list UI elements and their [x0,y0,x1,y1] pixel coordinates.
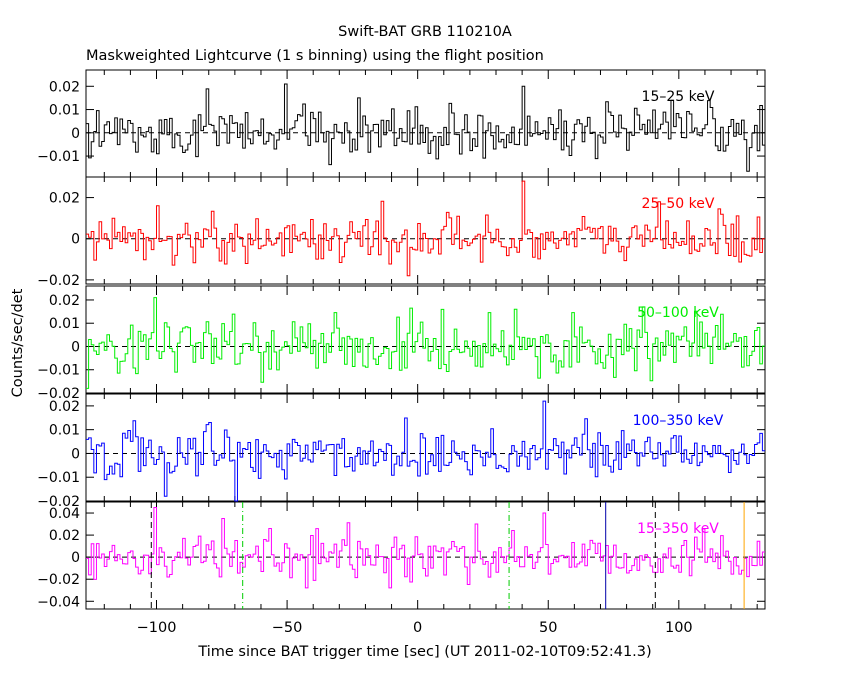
panel-4: 0.02 0.01 0 −0.01 −0.02 100–350 keV [37,393,766,510]
x-tick-label: 50 [539,620,557,636]
y-tick-label: 0.01 [49,103,80,119]
y-tick-label: 0 [71,446,80,462]
panel-frame [85,285,766,394]
panel-3: 0.02 0.01 0 −0.01 −0.02 50–100 keV [37,285,766,402]
panel-label: 15–350 keV [637,521,719,537]
series-line [86,297,765,389]
y-tick-label: −0.01 [37,363,80,379]
panel-1: 0.02 0.01 0 −0.01 15–25 keV [37,69,766,178]
chart-subtitle: Maskweighted Lightcurve (1 s binning) us… [86,48,544,64]
y-tick-label: −0.01 [37,149,80,165]
x-axis-label: Time since BAT trigger time [sec] (UT 20… [197,644,651,660]
panel-label: 100–350 keV [633,413,724,429]
panel-frame [85,176,766,285]
y-tick-label: −0.02 [37,494,80,510]
x-tick-label: 100 [665,620,693,636]
y-tick-label: 0.01 [49,423,80,439]
y-tick-label: 0.02 [49,191,80,207]
panel-frame [85,393,766,502]
series-line [86,83,765,172]
y-tick-label: −0.04 [37,594,80,610]
y-tick-label: −0.01 [37,470,80,486]
y-tick-label: 0.02 [49,528,80,544]
y-tick-label: 0 [71,550,80,566]
y-tick-label: 0.02 [49,399,80,415]
x-tick-label: 0 [413,620,422,636]
y-tick-label: 0.01 [49,316,80,332]
y-tick-label: −0.02 [37,572,80,588]
panel-label: 25–50 keV [642,196,715,212]
y-tick-label: 0 [71,126,80,142]
y-tick-label: −0.02 [37,386,80,402]
series-line [86,400,765,502]
y-tick-label: 0.04 [49,506,80,522]
y-tick-label: 0.02 [49,293,80,309]
series-line [86,180,765,277]
panel-label: 15–25 keV [642,89,715,105]
y-tick-label: 0 [71,232,80,248]
panel-5: 0.04 0.02 0 −0.02 −0.04 15–350 keV [37,501,766,610]
panel-2: 0.02 0 −0.02 25–50 keV [37,176,766,289]
y-tick-label: 0.02 [49,79,80,95]
panel-label: 50–100 keV [637,305,719,321]
y-tick-label: −0.02 [37,273,80,289]
y-axis-label: Counts/sec/det [10,288,26,397]
y-tick-label: 0 [71,339,80,355]
x-tick-label: −50 [272,620,303,636]
panels-group: 0.02 0.01 0 −0.01 15–25 keV 0.02 0 −0.02 25–50 k… [37,69,766,636]
panel-frame [85,501,766,610]
x-tick-label: −100 [137,620,177,636]
series-line [86,507,765,589]
chart-title: Swift-BAT GRB 110210A [338,24,512,40]
